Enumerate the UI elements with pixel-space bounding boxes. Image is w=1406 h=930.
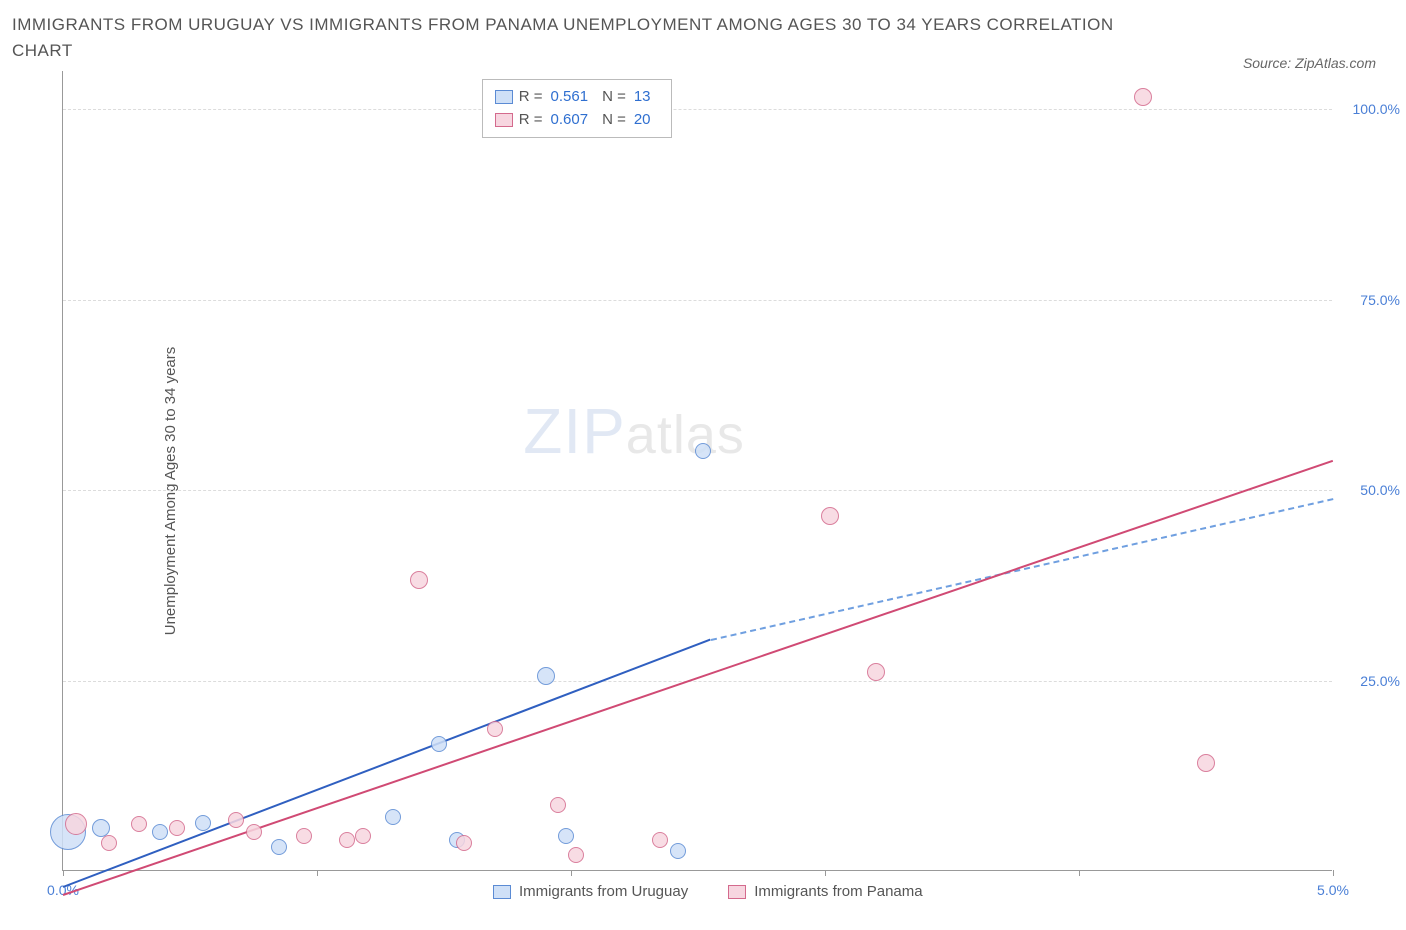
data-point-panama: [131, 816, 147, 832]
watermark: ZIPatlas: [523, 394, 745, 468]
data-point-panama: [652, 832, 668, 848]
source-attribution: Source: ZipAtlas.com: [1243, 55, 1376, 71]
data-point-uruguay: [195, 815, 211, 831]
series-legend-item-panama: Immigrants from Panama: [728, 883, 922, 900]
legend-n-label: N =: [602, 109, 626, 132]
gridline: [63, 300, 1332, 301]
trend-line: [63, 639, 711, 888]
legend-swatch: [495, 113, 513, 127]
data-point-panama: [296, 828, 312, 844]
data-point-uruguay: [271, 839, 287, 855]
series-label: Immigrants from Panama: [754, 883, 922, 900]
x-tick-mark: [571, 870, 572, 876]
data-point-panama: [1197, 754, 1215, 772]
legend-r-value: 0.561: [551, 86, 589, 109]
legend-swatch: [728, 885, 746, 899]
source-label: Source:: [1243, 55, 1291, 71]
y-tick-label: 50.0%: [1360, 482, 1400, 498]
series-legend-item-uruguay: Immigrants from Uruguay: [493, 883, 688, 900]
data-point-panama: [355, 828, 371, 844]
legend-n-value: 13: [634, 86, 651, 109]
series-legend: Immigrants from Uruguay Immigrants from P…: [493, 883, 923, 900]
gridline: [63, 681, 1332, 682]
x-tick-mark: [63, 870, 64, 876]
x-tick-mark: [317, 870, 318, 876]
data-point-uruguay: [152, 824, 168, 840]
legend-n-value: 20: [634, 109, 651, 132]
chart-title: IMMIGRANTS FROM URUGUAY VS IMMIGRANTS FR…: [12, 12, 1132, 63]
gridline: [63, 490, 1332, 491]
series-label: Immigrants from Uruguay: [519, 883, 688, 900]
data-point-panama: [228, 812, 244, 828]
legend-row-uruguay: R = 0.561 N = 13: [495, 86, 659, 109]
legend-swatch: [493, 885, 511, 899]
trend-line: [710, 498, 1333, 641]
data-point-panama: [1134, 88, 1152, 106]
legend-row-panama: R = 0.607 N = 20: [495, 109, 659, 132]
data-point-uruguay: [431, 736, 447, 752]
data-point-panama: [821, 507, 839, 525]
plot-area: 25.0%50.0%75.0%100.0%0.0%5.0%ZIPatlasR =…: [62, 71, 1332, 871]
data-point-uruguay: [670, 843, 686, 859]
y-tick-label: 100.0%: [1353, 101, 1400, 117]
data-point-panama: [568, 847, 584, 863]
data-point-panama: [867, 663, 885, 681]
source-name: ZipAtlas.com: [1295, 55, 1376, 71]
legend-swatch: [495, 90, 513, 104]
data-point-uruguay: [385, 809, 401, 825]
chart-container: Unemployment Among Ages 30 to 34 years 2…: [12, 71, 1394, 911]
x-tick-mark: [825, 870, 826, 876]
data-point-panama: [456, 835, 472, 851]
y-tick-label: 75.0%: [1360, 292, 1400, 308]
gridline: [63, 109, 1332, 110]
data-point-panama: [65, 813, 87, 835]
data-point-uruguay: [558, 828, 574, 844]
legend-r-value: 0.607: [551, 109, 589, 132]
x-tick-label: 5.0%: [1317, 882, 1349, 898]
legend-r-label: R =: [519, 86, 543, 109]
y-tick-label: 25.0%: [1360, 673, 1400, 689]
x-tick-mark: [1079, 870, 1080, 876]
x-tick-mark: [1333, 870, 1334, 876]
data-point-panama: [487, 721, 503, 737]
data-point-panama: [101, 835, 117, 851]
legend-r-label: R =: [519, 109, 543, 132]
data-point-panama: [410, 571, 428, 589]
data-point-panama: [339, 832, 355, 848]
correlation-legend: R = 0.561 N = 13 R = 0.607 N = 20: [482, 79, 672, 138]
data-point-uruguay: [537, 667, 555, 685]
data-point-panama: [169, 820, 185, 836]
data-point-panama: [550, 797, 566, 813]
legend-n-label: N =: [602, 86, 626, 109]
data-point-panama: [246, 824, 262, 840]
data-point-uruguay: [695, 443, 711, 459]
